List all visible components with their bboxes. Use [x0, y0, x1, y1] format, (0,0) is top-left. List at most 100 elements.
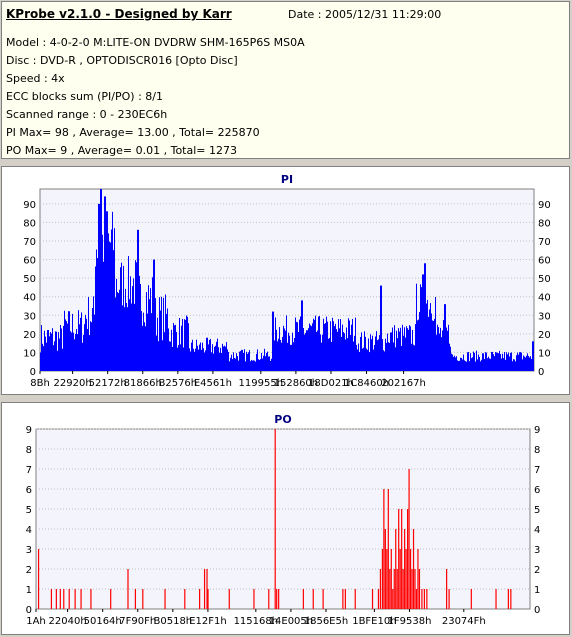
- pi-bar: [380, 285, 381, 371]
- pi-bar: [128, 256, 129, 371]
- pi-bar: [315, 315, 316, 371]
- po-bar: [134, 589, 136, 609]
- pi-bar: [105, 196, 106, 371]
- pi-bar: [256, 353, 257, 371]
- pi-bar: [395, 347, 396, 371]
- pi-bar: [81, 312, 82, 371]
- pi-bar: [92, 307, 93, 371]
- pi-bar: [415, 324, 416, 371]
- pi-bar: [459, 360, 460, 371]
- po-bar: [379, 569, 382, 609]
- pi-bar: [253, 360, 254, 371]
- pi-bar: [437, 324, 438, 371]
- pi-bar: [346, 327, 347, 371]
- po-bar: [74, 589, 76, 609]
- pi-bar: [350, 334, 351, 371]
- pi-bar: [85, 314, 86, 371]
- pi-bar: [219, 352, 220, 371]
- pi-bar: [430, 303, 431, 371]
- pi-bar: [46, 342, 47, 371]
- pi-bar: [273, 311, 274, 371]
- pi-bar: [107, 211, 108, 371]
- pi-bar: [474, 352, 475, 371]
- po-bar: [386, 549, 388, 609]
- pi-bar: [424, 263, 425, 371]
- po-bar: [63, 589, 65, 609]
- pi-bar: [230, 357, 231, 371]
- pi-bar: [193, 348, 194, 371]
- po-xtick-label: 7F90Fh: [119, 616, 156, 627]
- pi-bar: [67, 323, 68, 371]
- pi-bar: [327, 321, 328, 371]
- pi-bar: [220, 347, 221, 371]
- pi-bar: [283, 325, 284, 371]
- pi-bar: [276, 329, 277, 371]
- pi-bar: [493, 354, 494, 371]
- pi-bar: [194, 351, 195, 371]
- pi-bar: [484, 358, 485, 371]
- pi-bar: [393, 342, 394, 371]
- po-bar: [387, 489, 389, 609]
- po-bar: [507, 589, 509, 609]
- pi-bar: [308, 328, 309, 371]
- pi-bar: [414, 345, 415, 371]
- pi-bar: [423, 274, 424, 371]
- pi-bar: [300, 316, 301, 371]
- pi-bar: [319, 316, 320, 371]
- pi-bar: [113, 250, 114, 371]
- model-line: Model : 4-0-2-0 M:LITE-ON DVDRW SHM-165P…: [6, 36, 305, 49]
- po-bar: [278, 589, 280, 609]
- pi-bar: [165, 294, 166, 371]
- po-bar: [408, 469, 410, 609]
- pi-bar: [323, 318, 324, 371]
- pi-bar: [498, 353, 499, 371]
- pi-bar: [444, 304, 445, 371]
- pi-bar: [298, 332, 299, 371]
- pi-bar: [115, 297, 116, 371]
- pi-bar: [199, 344, 200, 371]
- pi-bar: [419, 312, 420, 371]
- pi-bar: [261, 352, 262, 371]
- pi-bar: [524, 356, 525, 371]
- pi-bar: [478, 354, 479, 371]
- pi-bar: [469, 361, 470, 371]
- pi-bar: [342, 324, 343, 371]
- pi-bar: [510, 352, 511, 371]
- pi-bar: [40, 352, 41, 371]
- pi-bar: [125, 288, 126, 371]
- pi-bar: [134, 303, 135, 371]
- pi-bar: [382, 339, 383, 371]
- pi-bar: [174, 325, 175, 371]
- pi-bar: [192, 339, 193, 371]
- pi-bar: [472, 357, 473, 371]
- pi-bar: [227, 349, 228, 371]
- pi-xtick-label: 8Bh: [30, 378, 50, 389]
- pi-bar: [491, 351, 492, 371]
- pi-bar: [329, 337, 330, 371]
- po-bar: [390, 549, 392, 609]
- pi-ytick-right: 90: [538, 200, 551, 211]
- pi-bar: [145, 326, 146, 371]
- pi-bar: [455, 357, 456, 371]
- pi-bar: [59, 338, 60, 371]
- pi-bar: [263, 355, 264, 371]
- pi-ytick-right: 30: [538, 311, 551, 322]
- po-bar: [228, 589, 230, 609]
- pi-bar: [217, 338, 218, 371]
- pi-bar: [343, 332, 344, 371]
- pi-bar: [490, 358, 491, 371]
- pi-bar: [94, 314, 95, 371]
- pi-xtick-label: 202167h: [381, 378, 426, 389]
- po-bar: [90, 589, 92, 609]
- pi-bar: [127, 307, 128, 371]
- pi-bar: [214, 346, 215, 371]
- pi-bar: [320, 334, 321, 371]
- pi-bar: [66, 321, 67, 371]
- po-bar: [405, 549, 407, 609]
- pi-bar: [150, 288, 151, 371]
- pi-bar: [317, 330, 318, 371]
- pi-bar: [461, 357, 462, 371]
- pi-bar: [502, 353, 503, 371]
- pi-bar: [57, 350, 58, 371]
- pi-xtick-label: B2576h: [158, 378, 197, 389]
